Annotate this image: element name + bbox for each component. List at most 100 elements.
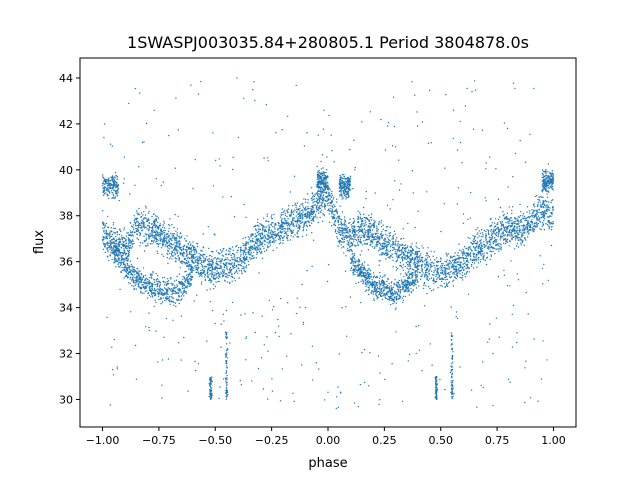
data-point (136, 268, 139, 270)
data-point (263, 240, 266, 242)
data-point (139, 213, 141, 216)
data-point (118, 241, 121, 243)
data-point (400, 265, 402, 267)
data-point (507, 226, 509, 228)
data-point (361, 234, 363, 237)
data-point (500, 246, 502, 249)
data-point (483, 259, 485, 261)
data-point (292, 225, 294, 227)
data-point (521, 241, 524, 243)
data-point (469, 252, 472, 254)
data-point (268, 242, 270, 245)
data-point (510, 233, 512, 235)
data-point (341, 238, 344, 241)
data-point (423, 284, 425, 287)
data-point (267, 220, 269, 222)
data-point (481, 253, 484, 255)
data-point (475, 260, 478, 262)
data-point (201, 263, 203, 266)
data-point (425, 274, 428, 276)
data-point (266, 241, 268, 244)
data-point (163, 231, 166, 234)
data-point (273, 233, 275, 236)
data-point (157, 221, 159, 224)
data-point (168, 241, 170, 243)
data-point (306, 220, 308, 222)
data-point (378, 221, 381, 223)
data-point (103, 236, 105, 239)
data-point (386, 245, 388, 247)
data-point (458, 267, 460, 269)
data-point (263, 217, 265, 219)
data-point (453, 271, 456, 273)
data-point (245, 264, 248, 266)
data-point (282, 222, 285, 224)
data-point (160, 297, 162, 299)
data-point (379, 277, 381, 279)
data-point (283, 227, 286, 230)
data-point (174, 257, 177, 259)
data-point (131, 230, 134, 233)
data-point (315, 197, 318, 200)
data-point (497, 245, 499, 247)
data-point (186, 274, 188, 276)
data-point (552, 209, 554, 211)
data-point (118, 233, 121, 236)
data-point (463, 260, 465, 262)
data-point (318, 212, 320, 214)
data-point (514, 229, 516, 231)
data-point (153, 239, 155, 242)
data-point (239, 251, 242, 253)
data-point (310, 205, 312, 208)
data-point (259, 244, 261, 247)
data-point (343, 227, 346, 229)
data-point (549, 222, 551, 224)
data-point (341, 232, 343, 234)
data-point (236, 244, 238, 247)
data-point (494, 241, 496, 243)
data-point (499, 243, 501, 245)
data-point (157, 291, 159, 293)
data-point (398, 283, 400, 285)
data-point (292, 236, 294, 238)
data-point (243, 256, 245, 258)
data-point (475, 258, 478, 261)
data-point (286, 238, 289, 240)
data-point (477, 262, 480, 264)
data-point (161, 233, 163, 235)
data-point (474, 247, 477, 249)
data-point (476, 241, 479, 243)
data-point (320, 192, 322, 194)
data-point (340, 230, 342, 232)
data-point (474, 249, 476, 251)
data-point (295, 215, 297, 217)
data-point (280, 219, 283, 221)
data-point (117, 250, 120, 253)
data-point (258, 250, 261, 253)
data-point (548, 226, 551, 228)
data-point (511, 230, 514, 233)
data-point (169, 303, 171, 305)
data-point (434, 269, 437, 271)
data-point (369, 226, 372, 228)
data-point (204, 278, 206, 280)
data-point (314, 204, 316, 206)
data-point (145, 207, 147, 209)
data-point (480, 254, 482, 257)
data-point (531, 221, 534, 223)
data-point (501, 220, 504, 223)
data-point (140, 291, 142, 294)
data-point (257, 233, 260, 236)
data-point (329, 202, 332, 204)
data-point (125, 243, 127, 245)
data-point (255, 235, 258, 237)
data-point (164, 229, 166, 232)
data-point (203, 261, 205, 263)
data-point (424, 275, 426, 277)
data-point (531, 219, 533, 221)
data-point (506, 241, 509, 243)
data-point (127, 232, 129, 234)
data-point (337, 232, 340, 234)
data-point (262, 226, 264, 229)
data-point (230, 275, 232, 278)
